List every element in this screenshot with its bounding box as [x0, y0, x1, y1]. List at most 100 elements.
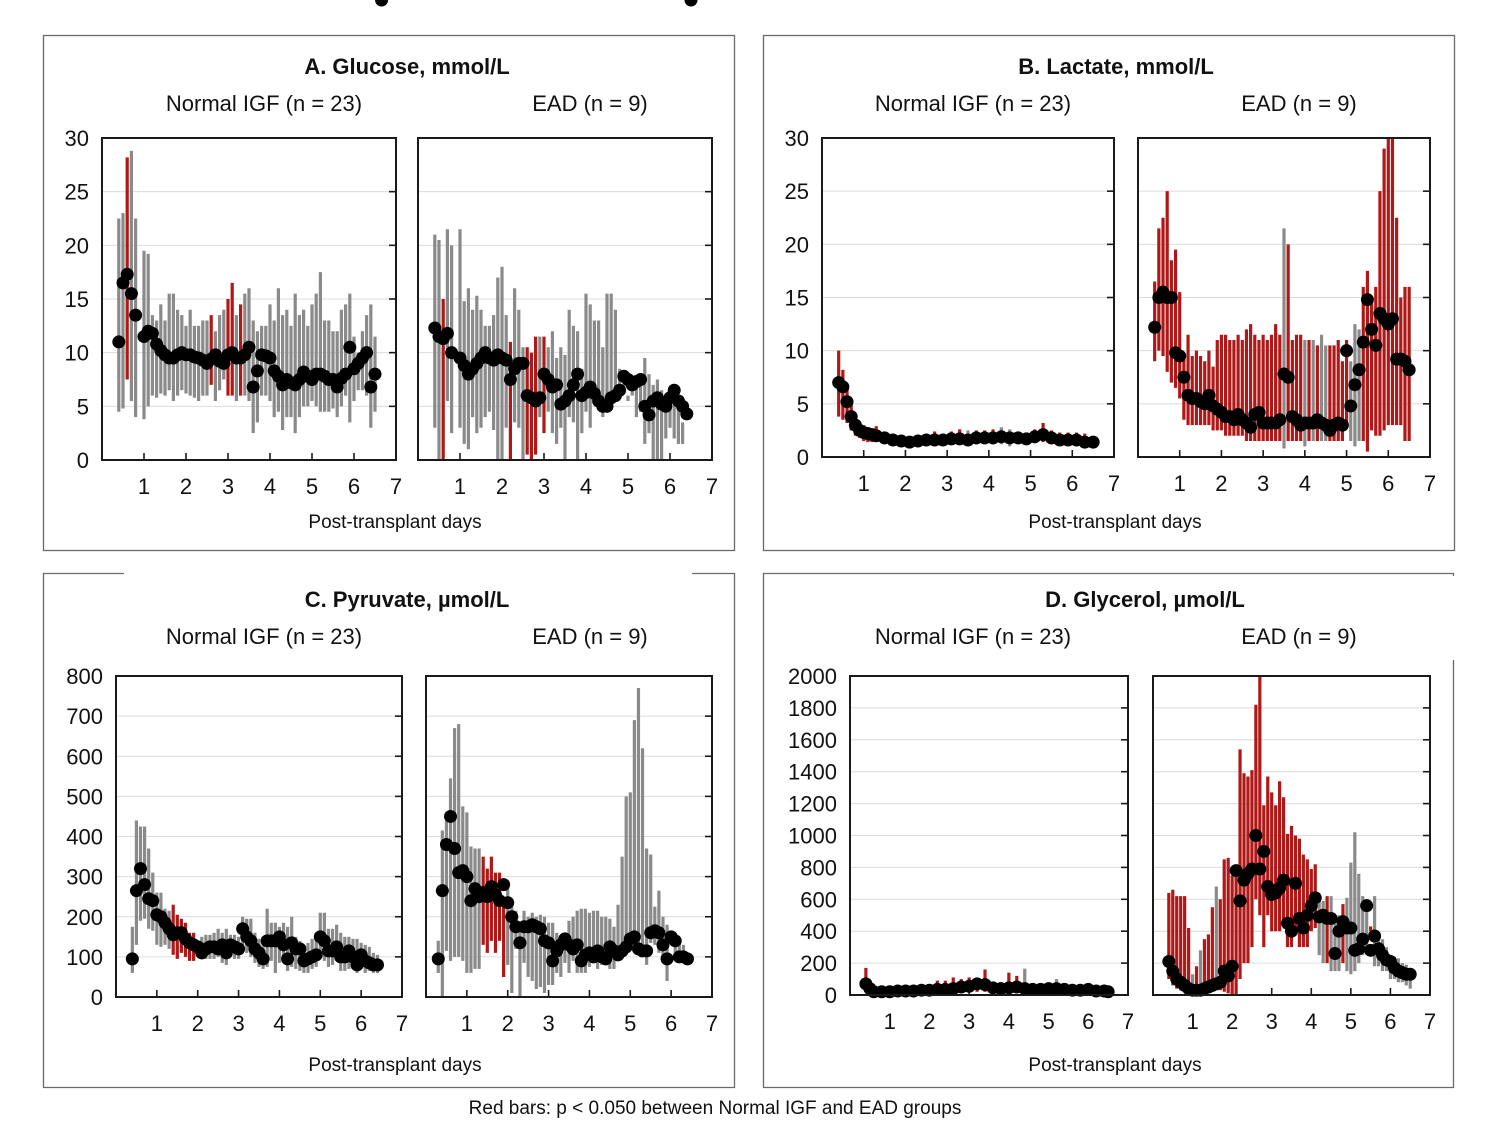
- mean-point: [263, 351, 277, 365]
- mean-point: [1281, 370, 1295, 384]
- x-axis-label: Post-transplant days: [1028, 1055, 1201, 1076]
- y-tick-label: 1400: [788, 760, 837, 785]
- x-tick-label: 5: [1345, 1009, 1357, 1034]
- y-tick-label: 600: [800, 887, 837, 912]
- plot-area: [417, 137, 713, 461]
- mean-point: [360, 346, 374, 360]
- x-tick-label: 1: [454, 474, 466, 499]
- x-tick-label: 3: [963, 1009, 975, 1034]
- x-tick-label: 2: [180, 474, 192, 499]
- y-tick-label: 700: [66, 704, 103, 729]
- plot-area: [821, 137, 1115, 458]
- mean-point: [1252, 405, 1266, 419]
- mean-point: [668, 934, 682, 948]
- x-tick-label: 3: [222, 474, 234, 499]
- y-tick-label: 400: [800, 919, 837, 944]
- mean-point: [652, 926, 666, 940]
- mean-point: [1356, 932, 1370, 946]
- mean-point: [1177, 370, 1191, 384]
- mean-point: [129, 308, 143, 322]
- y-tick-label: 5: [77, 394, 89, 419]
- mean-point: [680, 407, 694, 421]
- plot-area: [1152, 675, 1431, 996]
- x-tick-label: 4: [1299, 471, 1311, 496]
- group-label: EAD (n = 9): [532, 624, 648, 649]
- x-tick-label: 1: [884, 1009, 896, 1034]
- mean-point: [1340, 344, 1354, 358]
- mean-point: [570, 938, 584, 952]
- mean-point: [1344, 921, 1358, 935]
- y-tick-label: 0: [825, 983, 837, 1008]
- mean-point: [1365, 322, 1379, 336]
- mean-point: [1229, 864, 1243, 878]
- y-tick-label: 15: [785, 286, 809, 311]
- group-label: Normal IGF (n = 23): [166, 91, 362, 116]
- mean-point: [138, 878, 152, 892]
- mean-point: [562, 389, 576, 403]
- group-label: Normal IGF (n = 23): [875, 91, 1071, 116]
- mean-point: [370, 958, 384, 972]
- x-tick-label: 6: [665, 1011, 677, 1036]
- plot-area: [1137, 137, 1431, 458]
- mean-point: [542, 936, 556, 950]
- mean-point: [599, 952, 613, 966]
- panel-glycerol: D. Glycerol, µmol/L Post-transplant days N…: [788, 587, 1436, 1076]
- plot-area: [849, 675, 1129, 996]
- y-tick-label: 0: [91, 985, 103, 1010]
- mean-point: [1253, 862, 1267, 876]
- mean-point: [546, 954, 560, 968]
- mean-point: [1233, 894, 1247, 908]
- mean-point: [640, 944, 654, 958]
- subplot-normal-igf: Normal IGF (n = 23)020040060080010001200…: [788, 624, 1134, 1034]
- subplot-ead: EAD (n = 9) 1 2 3 4 5 6 7: [1152, 624, 1436, 1034]
- x-tick-label: 6: [348, 474, 360, 499]
- mean-point: [293, 942, 307, 956]
- mean-point: [656, 938, 670, 952]
- group-label: EAD (n = 9): [1241, 91, 1357, 116]
- x-tick-label: 6: [1384, 1009, 1396, 1034]
- mean-point: [1086, 435, 1100, 449]
- x-tick-label: 2: [502, 1011, 514, 1036]
- mean-point: [1360, 899, 1374, 913]
- panel-title: A. Glucose, mmol/L: [304, 54, 509, 79]
- mean-point: [1288, 876, 1302, 890]
- mean-point: [1273, 413, 1287, 427]
- y-tick-label: 500: [66, 784, 103, 809]
- mean-point: [1244, 420, 1258, 434]
- y-tick-label: 0: [77, 448, 89, 473]
- mean-point: [431, 952, 445, 966]
- mean-point: [533, 391, 547, 405]
- x-tick-label: 7: [1122, 1009, 1134, 1034]
- panel-lactate: B. Lactate, mmol/L Post-transplant days No…: [785, 54, 1437, 533]
- x-axis-label: Post-transplant days: [308, 1055, 481, 1076]
- x-tick-label: 7: [1108, 471, 1120, 496]
- mean-point: [1164, 291, 1178, 304]
- x-tick-label: 2: [899, 471, 911, 496]
- mean-point: [256, 952, 270, 966]
- x-tick-label: 7: [1424, 471, 1436, 496]
- plot-area: [115, 675, 403, 998]
- x-axis-label: Post-transplant days: [308, 512, 481, 533]
- x-tick-label: 2: [192, 1011, 204, 1036]
- x-tick-label: 2: [496, 474, 508, 499]
- x-tick-label: 7: [706, 1011, 718, 1036]
- panel-frame-C: [42, 572, 736, 1089]
- x-tick-label: 3: [232, 1011, 244, 1036]
- x-tick-label: 6: [1066, 471, 1078, 496]
- x-tick-label: 1: [1186, 1009, 1198, 1034]
- panel-frame-A: [42, 34, 736, 552]
- group-label: Normal IGF (n = 23): [166, 624, 362, 649]
- plot-area: [101, 137, 397, 461]
- x-tick-label: 2: [1215, 471, 1227, 496]
- mean-point: [1324, 911, 1338, 925]
- mean-point: [146, 894, 160, 908]
- mean-point: [1225, 959, 1239, 973]
- mean-point: [1285, 924, 1298, 938]
- subplot-ead: EAD (n = 9) 1 2 3 4 5 6 7: [1137, 91, 1436, 496]
- mean-point: [501, 896, 515, 910]
- mean-point: [1257, 844, 1271, 858]
- x-tick-label: 5: [306, 474, 318, 499]
- mean-point: [124, 287, 138, 301]
- x-tick-label: 4: [583, 1011, 595, 1036]
- x-tick-label: 5: [1024, 471, 1036, 496]
